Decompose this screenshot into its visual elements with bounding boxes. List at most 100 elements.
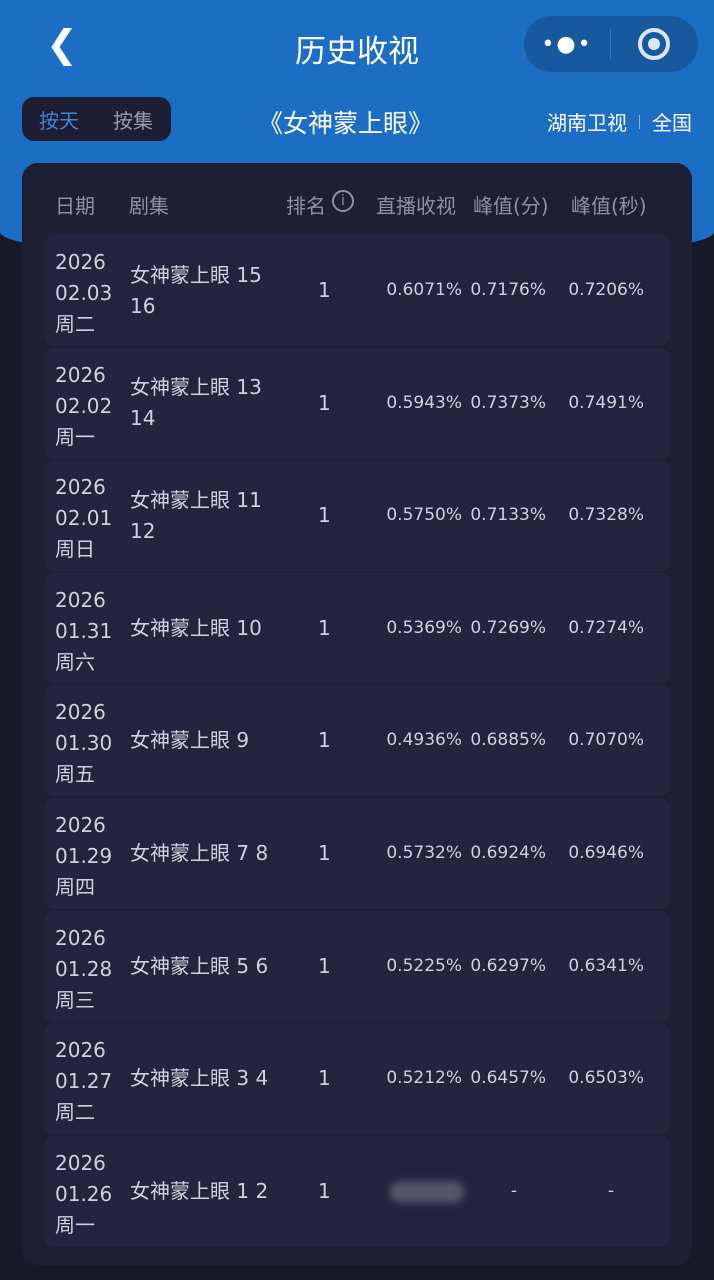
- more-dots-icon[interactable]: •●•: [541, 31, 593, 57]
- live-rating-cell: 0.4936%: [386, 730, 462, 751]
- col-rank: 排名 i: [286, 190, 354, 219]
- peak-minute-cell: 0.7176%: [470, 280, 546, 300]
- tab-by-episode[interactable]: 按集: [113, 108, 153, 133]
- col-date: 日期: [55, 194, 95, 218]
- weekday: 周六: [55, 649, 95, 674]
- year: 2026: [55, 250, 106, 274]
- date-cell: 2026 01.28 周三: [55, 923, 112, 1016]
- col-episode: 剧集: [129, 194, 169, 218]
- month-day: 01.29: [55, 844, 113, 868]
- episode-cell: 女神蒙上眼 13 14: [130, 348, 280, 459]
- live-rating-cell: 0.6071%: [386, 280, 462, 300]
- year: 2026: [55, 813, 106, 837]
- rank-cell: 1: [318, 278, 331, 302]
- episode-label: 女神蒙上眼 11 12: [130, 487, 262, 543]
- month-day: 02.03: [55, 281, 113, 305]
- peak-second-cell: 0.7491%: [568, 392, 644, 413]
- weekday: 周五: [55, 762, 95, 787]
- table-row[interactable]: 2026 01.27 周二 女神蒙上眼 3 4 1 0.5212% 0.6457% …: [44, 1023, 670, 1135]
- peak-minute-cell: 0.6885%: [470, 730, 546, 751]
- table-row[interactable]: 2026 01.31 周六 女神蒙上眼 10 1 0.5369% 0.7269% 0…: [44, 572, 670, 684]
- month-day: 01.26: [55, 1181, 113, 1206]
- year: 2026: [55, 925, 106, 950]
- episode-cell: 女神蒙上眼 10: [130, 573, 280, 684]
- peak-second-cell: 0.7070%: [568, 730, 644, 751]
- date-cell: 2026 02.02 周一: [55, 360, 112, 453]
- episode-cell: 女神蒙上眼 1 2: [130, 1136, 280, 1247]
- peak-minute-cell: 0.6924%: [470, 843, 546, 863]
- page-title: 历史收视: [295, 34, 419, 70]
- weekday: 周一: [55, 1212, 95, 1237]
- peak-second-cell: 0.7328%: [568, 505, 644, 526]
- episode-cell: 女神蒙上眼 3 4: [130, 1023, 280, 1134]
- table-row[interactable]: 2026 02.02 周一 女神蒙上眼 13 14 1 0.5943% 0.7373…: [44, 347, 670, 459]
- channel-filter: 湖南卫视 全国: [547, 107, 692, 136]
- month-day: 02.01: [55, 506, 113, 531]
- col-peak-min: 峰值(分): [473, 194, 549, 218]
- weekday: 周四: [55, 875, 95, 899]
- episode-label: 女神蒙上眼 9: [130, 728, 250, 753]
- year: 2026: [55, 700, 106, 725]
- month-day: 01.28: [55, 956, 113, 981]
- table-row[interactable]: 2026 02.03 周二 女神蒙上眼 15 16 1 0.6071% 0.7176…: [44, 235, 670, 346]
- peak-minute-cell: 0.7133%: [470, 505, 546, 526]
- peak-second-cell: 0.6503%: [568, 1068, 644, 1089]
- month-day: 01.31: [55, 618, 113, 643]
- episode-label: 女神蒙上眼 7 8: [130, 841, 269, 865]
- rank-cell: 1: [318, 841, 331, 865]
- episode-cell: 女神蒙上眼 5 6: [130, 911, 280, 1022]
- episode-cell: 女神蒙上眼 11 12: [130, 460, 280, 571]
- close-target-icon[interactable]: [611, 28, 697, 60]
- tab-by-day[interactable]: 按天: [39, 108, 79, 133]
- view-mode-toggle: 按天 按集: [22, 97, 171, 141]
- region-select[interactable]: 全国: [652, 111, 692, 135]
- live-rating-cell: 0.5732%: [386, 843, 462, 863]
- peak-second-cell: 0.6946%: [568, 843, 644, 863]
- episode-label: 女神蒙上眼 13 14: [130, 375, 262, 431]
- date-cell: 2026 01.27 周二: [55, 1035, 112, 1128]
- weekday: 周三: [55, 987, 95, 1012]
- peak-minute-cell: -: [510, 1180, 517, 1201]
- date-cell: 2026 01.31 周六: [55, 585, 112, 678]
- month-day: 02.02: [55, 393, 113, 418]
- peak-second-cell: 0.7206%: [568, 280, 644, 300]
- peak-minute-cell: 0.7269%: [470, 617, 546, 638]
- year: 2026: [55, 362, 106, 387]
- table-row[interactable]: 2026 01.26 周一 女神蒙上眼 1 2 1 - -: [44, 1135, 670, 1247]
- back-chevron-icon[interactable]: ❮: [46, 22, 78, 66]
- peak-second-cell: -: [607, 1180, 614, 1201]
- mini-program-capsule: •●•: [524, 16, 698, 72]
- table-row[interactable]: 2026 01.30 周五 女神蒙上眼 9 1 0.4936% 0.6885% 0.…: [44, 685, 670, 797]
- divider: [610, 29, 611, 59]
- table-row[interactable]: 2026 02.01 周日 女神蒙上眼 11 12 1 0.5750% 0.7133…: [44, 460, 670, 572]
- rank-cell: 1: [318, 953, 331, 978]
- live-rating-cell: 0.5943%: [386, 392, 462, 413]
- episode-label: 女神蒙上眼 5 6: [130, 953, 269, 978]
- month-day: 01.27: [55, 1069, 113, 1094]
- col-live: 直播收视: [376, 194, 456, 218]
- weekday: 周二: [55, 1100, 95, 1125]
- rank-cell: 1: [318, 503, 331, 528]
- peak-minute-cell: 0.6457%: [470, 1068, 546, 1089]
- peak-minute-cell: 0.6297%: [470, 955, 546, 976]
- table-row[interactable]: 2026 01.28 周三 女神蒙上眼 5 6 1 0.5225% 0.6297% …: [44, 910, 670, 1022]
- info-icon[interactable]: i: [332, 190, 354, 212]
- rank-cell: 1: [318, 728, 331, 753]
- rank-cell: 1: [318, 1066, 331, 1091]
- weekday: 周一: [55, 424, 95, 449]
- episode-cell: 女神蒙上眼 9: [130, 685, 280, 796]
- episode-cell: 女神蒙上眼 15 16: [130, 235, 280, 346]
- col-rank-label: 排名: [286, 194, 326, 218]
- live-rating-cell: 0.5369%: [386, 617, 462, 638]
- date-cell: 2026 02.03 周二: [55, 247, 112, 340]
- episode-label: 女神蒙上眼 1 2: [130, 1178, 269, 1203]
- peak-minute-cell: 0.7373%: [470, 392, 546, 413]
- table-row[interactable]: 2026 01.29 周四 女神蒙上眼 7 8 1 0.5732% 0.6924% …: [44, 798, 670, 909]
- live-rating-cell: 0.5750%: [386, 505, 462, 526]
- year: 2026: [55, 1038, 106, 1063]
- peak-second-cell: 0.6341%: [568, 955, 644, 976]
- channel-select[interactable]: 湖南卫视: [547, 111, 627, 135]
- live-rating-cell: 0.5225%: [386, 955, 462, 976]
- date-cell: 2026 02.01 周日: [55, 472, 112, 565]
- date-cell: 2026 01.29 周四: [55, 810, 112, 903]
